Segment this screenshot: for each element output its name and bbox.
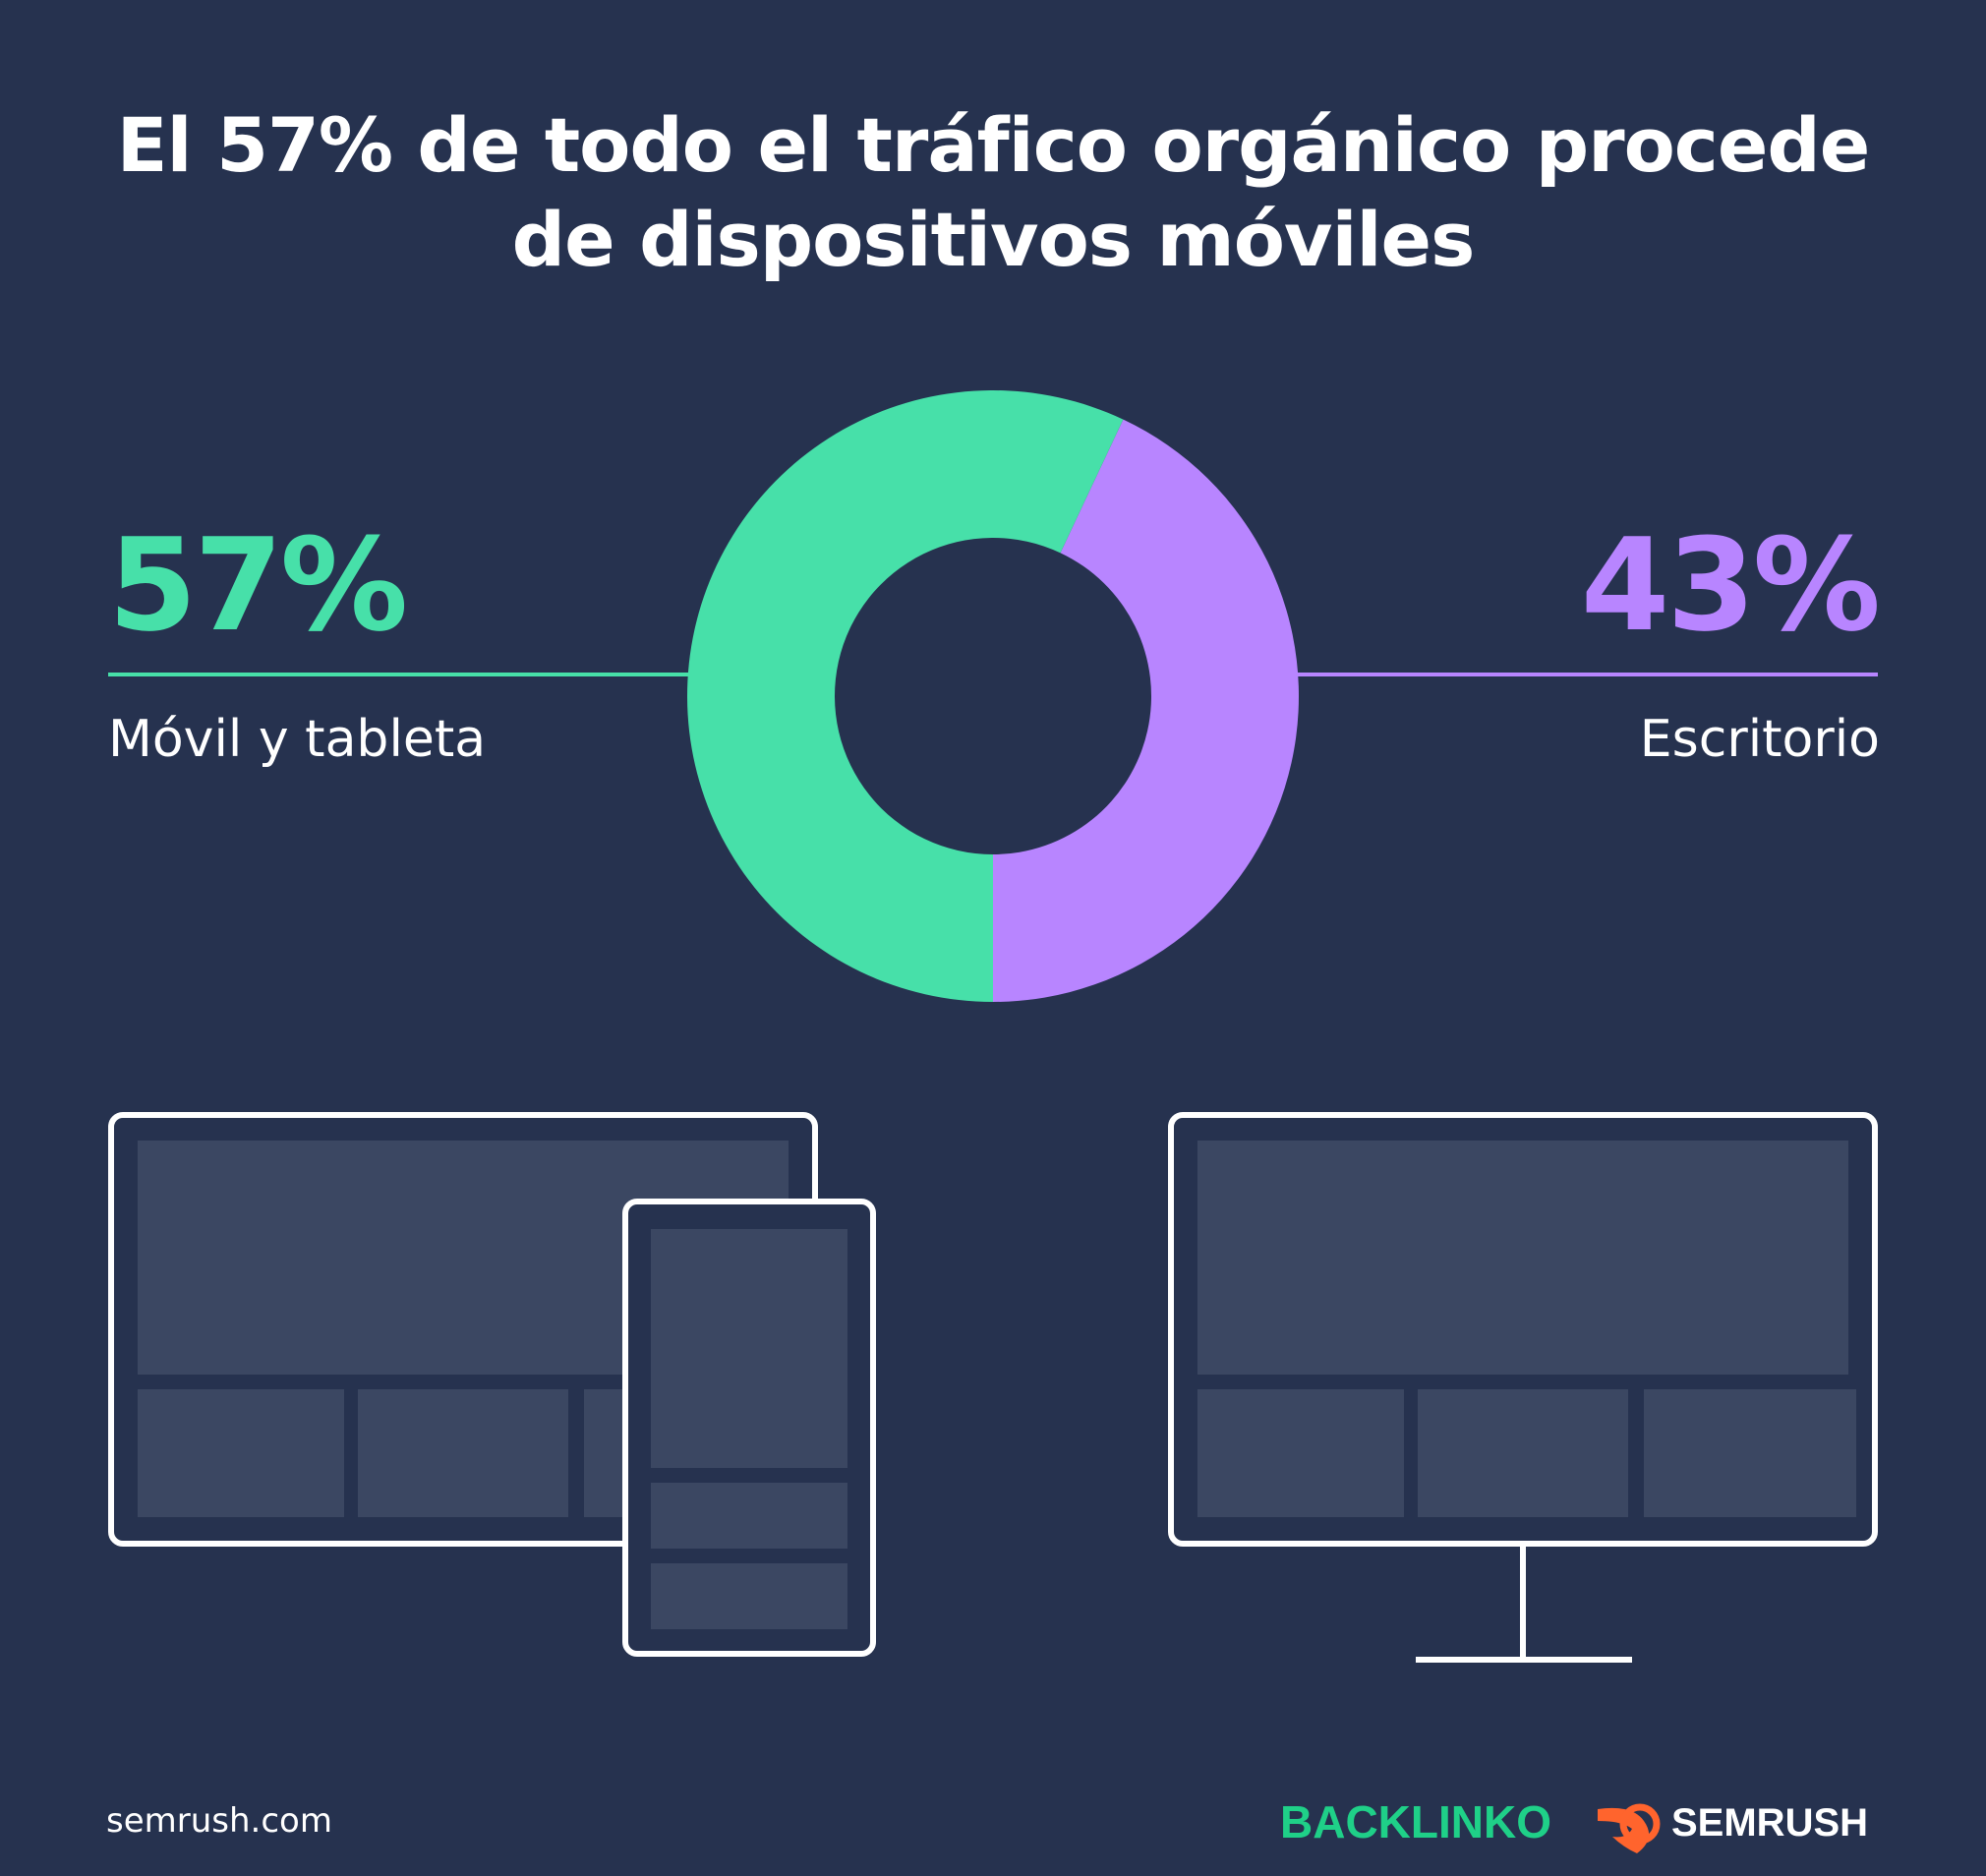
chart-title: El 57% de todo el tráfico orgánico proce… bbox=[0, 98, 1986, 287]
tablet-and-phone-icon bbox=[108, 1112, 876, 1657]
slice-mobile-legend-label: Móvil y tableta bbox=[108, 710, 487, 769]
footer-url: semrush.com bbox=[106, 1801, 332, 1841]
slice-desktop bbox=[993, 419, 1299, 1003]
slice-desktop-legend-label: Escritorio bbox=[1639, 710, 1880, 769]
backlinko-logo: BACKLINKO bbox=[1280, 1796, 1551, 1847]
desktop-monitor-icon bbox=[1168, 1112, 1878, 1663]
chart-title-line-2: de dispositivos móviles bbox=[511, 196, 1476, 283]
slice-desktop-value-label: 43% bbox=[1580, 510, 1881, 660]
slice-mobile-value-label: 57% bbox=[108, 510, 408, 660]
semrush-logo: SEMRUSH bbox=[1671, 1801, 1869, 1845]
donut-chart bbox=[686, 390, 1299, 1003]
slice-mobile-leader-line bbox=[108, 673, 692, 676]
semrush-flame-icon bbox=[1598, 1803, 1661, 1853]
chart-title-line-1: El 57% de todo el tráfico orgánico proce… bbox=[116, 101, 1871, 189]
slice-desktop-leader-line bbox=[1298, 673, 1878, 676]
slice-mobile bbox=[686, 390, 1124, 1002]
